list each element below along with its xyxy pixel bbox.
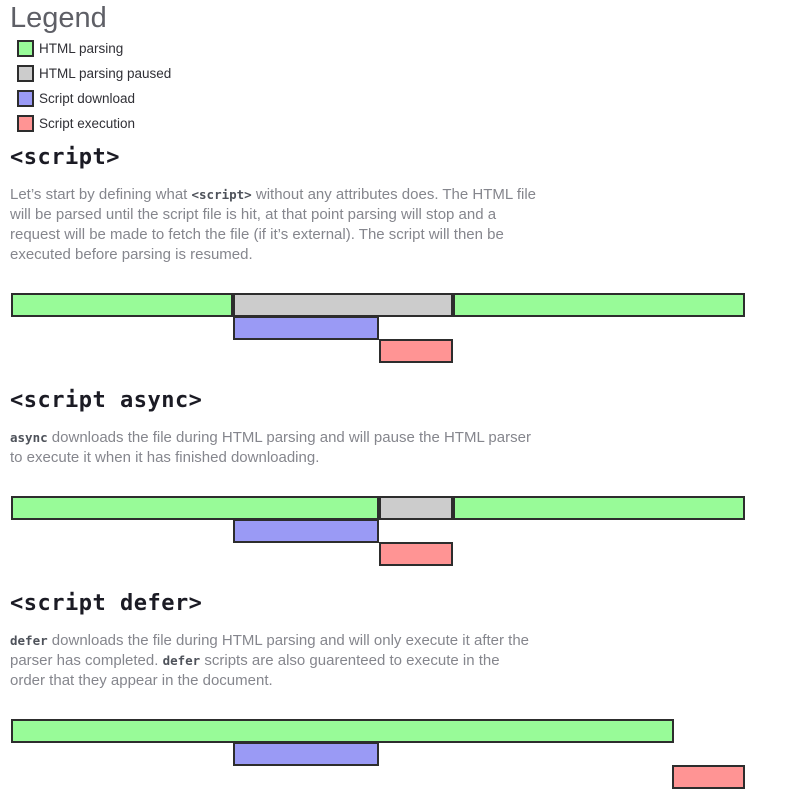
section-script-paragraph: Let’s start by defining what <script> wi…: [10, 185, 537, 265]
page-title: Legend: [10, 2, 107, 34]
parsing-paused-bar: [233, 293, 453, 317]
script-execution-bar: [379, 542, 453, 566]
script-execution-swatch: [17, 115, 34, 132]
legend-item-script-download: Script download: [17, 86, 787, 111]
script-execution-bar: [672, 765, 745, 789]
legend-item-parsing-paused: HTML parsing paused: [17, 61, 787, 86]
legend-label: Script download: [39, 91, 136, 106]
paragraph-text: downloads the file during HTML parsing a…: [10, 429, 531, 466]
html-parsing-bar: [11, 293, 233, 317]
script-execution-bar: [379, 339, 453, 363]
parsing-paused-swatch: [17, 65, 34, 82]
html-parsing-swatch: [17, 40, 34, 57]
script-download-bar: [233, 519, 379, 543]
script-download-bar: [233, 742, 379, 766]
section-script: <script> Let’s start by defining what <s…: [0, 145, 787, 363]
script-download-swatch: [17, 90, 34, 107]
section-script-defer-paragraph: defer downloads the file during HTML par…: [10, 631, 537, 691]
script-timeline-diagram: [0, 293, 787, 363]
legend-label: HTML parsing paused: [39, 66, 172, 81]
paragraph-text: downloads the file during HTML parsing a…: [10, 632, 530, 669]
section-script-async-paragraph: async downloads the file during HTML par…: [10, 428, 537, 468]
html-parsing-bar: [453, 496, 745, 520]
section-script-defer-heading: <script defer>: [10, 591, 203, 616]
script-download-bar: [233, 316, 379, 340]
parsing-paused-bar: [379, 496, 453, 520]
inline-code: async: [10, 430, 48, 445]
inline-code: <script>: [191, 187, 252, 202]
html-parsing-bar: [453, 293, 745, 317]
paragraph-text: without any attributes does. The HTML fi…: [10, 186, 537, 263]
inline-code: defer: [10, 633, 48, 648]
paragraph-text: scripts are also guarenteed to execute i…: [10, 652, 500, 689]
html-parsing-bar: [11, 719, 674, 743]
script-defer-timeline-diagram: [0, 719, 787, 789]
section-script-heading: <script>: [10, 145, 120, 170]
legend-label: Script execution: [39, 116, 136, 131]
legend: HTML parsing HTML parsing paused Script …: [17, 36, 787, 136]
inline-code: defer: [162, 653, 201, 668]
legend-label: HTML parsing: [39, 41, 124, 56]
html-parsing-bar: [11, 496, 379, 520]
section-script-defer: <script defer> defer downloads the file …: [0, 591, 787, 789]
script-async-timeline-diagram: [0, 496, 787, 566]
section-script-async: <script async> async downloads the file …: [0, 388, 787, 566]
legend-item-html-parsing: HTML parsing: [17, 36, 787, 61]
paragraph-text: Let’s start by defining what: [10, 186, 192, 203]
legend-item-script-execution: Script execution: [17, 111, 787, 136]
section-script-async-heading: <script async>: [10, 388, 203, 413]
